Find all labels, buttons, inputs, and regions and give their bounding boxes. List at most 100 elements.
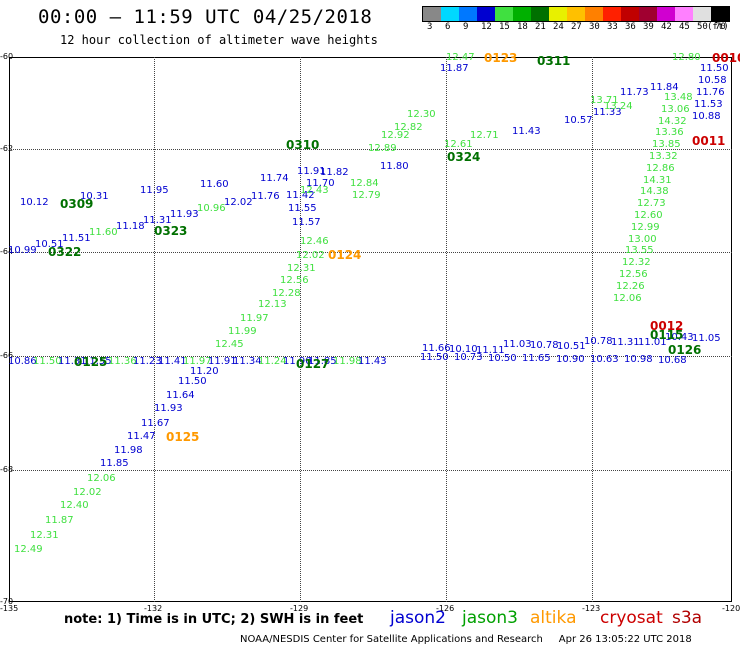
swh-value: 11.66 <box>422 343 451 354</box>
swh-value: 12.56 <box>619 269 648 280</box>
lat-tick-label: -62 <box>0 144 14 153</box>
swh-value: 11.55 <box>288 203 317 214</box>
swh-value: 11.01 <box>638 337 667 349</box>
swh-value: 12.45 <box>215 339 244 350</box>
swh-value: 11.50 <box>33 356 62 367</box>
lon-tick-label: -129 <box>290 604 309 613</box>
swh-value: 11.03 <box>503 339 532 351</box>
swh-value: 11.93 <box>154 403 183 414</box>
legend-swatch-15 <box>495 7 513 21</box>
swh-value: 11.31 <box>143 215 172 226</box>
swh-value: 12.61 <box>444 139 473 150</box>
color-legend <box>422 6 730 22</box>
swh-value: 10.12 <box>20 197 49 208</box>
legend-label-30: 30 <box>589 22 600 32</box>
swh-value: 11.50 <box>178 376 207 387</box>
swh-value: 11.99 <box>228 326 257 337</box>
swh-value: 12.26 <box>616 280 645 292</box>
swh-value: 12.82 <box>394 122 423 133</box>
swh-value: 11.41 <box>158 356 187 367</box>
swh-value: 13.48 <box>664 92 693 103</box>
swh-value: 11.05 <box>692 333 721 344</box>
lon-tick-label: -135 <box>0 604 19 613</box>
satellite-jason2: jason2 <box>390 608 446 628</box>
swh-value: 12.06 <box>87 473 116 484</box>
swh-value: 11.82 <box>320 167 349 178</box>
swh-value: 11.55 <box>83 356 112 367</box>
legend-label-70: 70 <box>715 22 726 32</box>
swh-value: 11.85 <box>308 356 337 367</box>
swh-value: 12.49 <box>14 544 43 555</box>
pass-label: 0125 <box>74 355 108 369</box>
swh-value: 11.98 <box>114 445 143 456</box>
swh-value: 13.55 <box>625 245 654 257</box>
legend-swatch-42 <box>657 7 675 21</box>
swh-value: 10.86 <box>8 356 37 367</box>
swh-value: 11.42 <box>286 190 315 201</box>
legend-swatch-39 <box>639 7 657 21</box>
swh-value: 13.36 <box>655 127 684 139</box>
pass-label: 0126 <box>668 343 702 357</box>
swh-value: 11.65 <box>522 353 551 365</box>
swh-value: 12.31 <box>287 263 316 274</box>
swh-value: 12.28 <box>272 288 301 299</box>
swh-value: 10.43 <box>665 332 694 344</box>
swh-value: 11.24 <box>258 356 287 367</box>
swh-value: 11.53 <box>694 99 723 110</box>
swh-value: 13.00 <box>628 233 657 245</box>
swh-value: 13.71 <box>590 95 619 106</box>
swh-value: 11.60 <box>200 179 229 190</box>
swh-value: 12.02 <box>224 197 253 208</box>
swh-value: 11.87 <box>45 515 74 526</box>
legend-swatch-36 <box>621 7 639 21</box>
lat-tick-label: -70 <box>0 597 14 606</box>
chart-subtitle: 12 hour collection of altimeter wave hei… <box>60 33 378 47</box>
swh-value: 11.57 <box>292 217 321 228</box>
swh-value: 11.43 <box>512 126 541 137</box>
swh-value: 11.11 <box>476 344 505 356</box>
swh-value: 12.30 <box>407 109 436 120</box>
swh-value: 11.76 <box>251 191 280 202</box>
swh-value: 12.02 <box>73 487 102 498</box>
legend-label-42: 42 <box>661 22 672 32</box>
footer-note: note: 1) Time is in UTC; 2) SWH is in fe… <box>64 612 364 627</box>
legend-swatch-24 <box>549 7 567 21</box>
swh-value: 12.86 <box>646 162 675 174</box>
swh-value: 11.80 <box>380 161 409 172</box>
swh-value: 11.23 <box>133 356 162 367</box>
swh-value: 10.98 <box>624 354 653 366</box>
chart-title: 00:00 – 11:59 UTC 04/25/2018 <box>38 6 373 28</box>
swh-value: 12.06 <box>613 292 642 304</box>
legend-label-45: 45 <box>679 22 690 32</box>
pass-label: 0322 <box>48 245 82 259</box>
legend-label-18: 18 <box>517 22 528 32</box>
swh-value: 12.73 <box>637 198 666 210</box>
swh-value: 12.43 <box>300 185 329 196</box>
swh-value: 10.73 <box>454 352 483 364</box>
swh-value: 12.80 <box>672 52 701 63</box>
swh-value: 13.24 <box>604 101 633 112</box>
legend-swatch-21 <box>531 7 549 21</box>
swh-value: 11.60 <box>89 227 118 238</box>
pass-label: 0011 <box>692 134 726 148</box>
pass-label: 0115 <box>650 328 684 342</box>
swh-value: 11.67 <box>141 418 170 429</box>
swh-value: 11.91 <box>208 356 237 367</box>
swh-value: 14.38 <box>640 186 669 198</box>
swh-value: 11.74 <box>260 173 289 184</box>
legend-swatch-33 <box>603 7 621 21</box>
swh-value: 14.32 <box>658 115 687 127</box>
lat-tick-label: -66 <box>0 351 14 360</box>
timestamp: Apr 26 13:05:22 UTC 2018 <box>558 634 692 645</box>
swh-value: 11.93 <box>170 209 199 220</box>
legend-label-33: 33 <box>607 22 618 32</box>
lat-tick-label: -60 <box>0 52 14 61</box>
swh-value: 12.79 <box>352 190 381 201</box>
swh-value: 11.95 <box>140 185 169 196</box>
pass-label: 0012 <box>650 319 684 333</box>
legend-swatch-9 <box>459 7 477 21</box>
swh-value: 11.47 <box>127 431 156 442</box>
swh-value: 11.85 <box>100 458 129 469</box>
swh-value: 11.98 <box>333 356 362 367</box>
pass-label: 0311 <box>537 54 571 68</box>
